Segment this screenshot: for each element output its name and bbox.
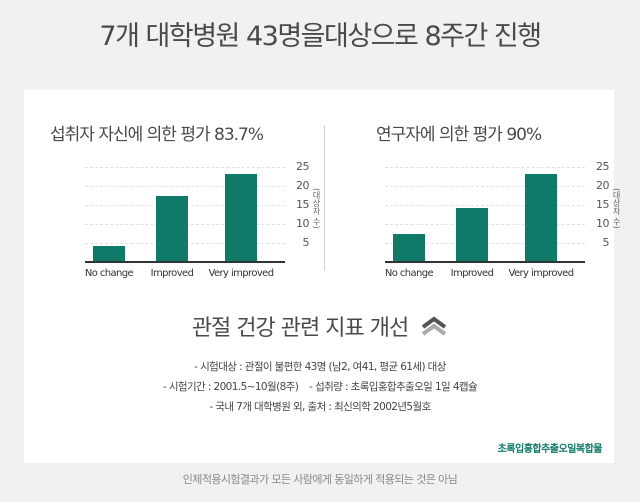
- x-axis-line: [385, 261, 585, 263]
- plot-area: [385, 160, 585, 263]
- double-chevron-up-icon: [420, 316, 448, 342]
- y-tick-label: 5: [602, 236, 610, 249]
- y-tick-label: 10: [296, 217, 310, 230]
- y-tick-label: 5: [302, 236, 310, 249]
- x-axis-line: [85, 261, 285, 263]
- bar-chart-self-assessment: 25 20 15 10 5 No change Improved Very improved (…: [85, 160, 325, 285]
- bar-very-improved: [225, 173, 257, 261]
- gridline: [85, 186, 285, 187]
- x-category-label: Improved: [150, 268, 194, 279]
- y-axis-label: (대상자 수): [612, 188, 621, 229]
- note-line: - 시험대상 : 관절이 불편한 43명 (남2, 여41, 평균 61세) 대…: [194, 361, 446, 373]
- x-category-label: Improved: [450, 268, 494, 279]
- y-tick-label: 15: [296, 198, 310, 211]
- note-line: - 시험기간 : 2001.5~10월(8주) - 섭취량 : 초록입홍합추출오…: [162, 381, 478, 393]
- chart-title-researcher-assessment: 연구자에 의한 평가 90%: [376, 125, 542, 145]
- gridline: [385, 186, 585, 187]
- summary-title: 관절 건강 관련 지표 개선: [191, 316, 409, 341]
- x-category-label: Very improved: [508, 268, 575, 279]
- study-notes: - 시험대상 : 관절이 불편한 43명 (남2, 여41, 평균 61세) 대…: [0, 357, 640, 417]
- x-category-label: No change: [384, 268, 434, 279]
- bar-chart-researcher-assessment: 25 20 15 10 5 No change Improved Very improved (…: [385, 160, 625, 285]
- summary-heading: 관절 건강 관련 지표 개선: [0, 310, 640, 342]
- disclaimer-text: 인체적용시험결과가 모든 사람에게 동일하게 적용되는 것은 아님: [182, 473, 458, 486]
- y-axis-label: (대상자 수): [312, 188, 321, 229]
- gridline: [385, 205, 585, 206]
- y-tick-label: 20: [596, 179, 610, 192]
- x-category-label: Very improved: [208, 268, 275, 279]
- product-label: 초록입홍합추출오일복합물: [497, 444, 603, 455]
- bar-improved: [156, 196, 188, 261]
- chart-divider: [324, 125, 325, 271]
- gridline: [385, 167, 585, 168]
- content-card: [24, 90, 614, 463]
- chart-title-self-assessment: 섭취자 자신에 의한 평가 83.7%: [50, 125, 264, 145]
- bar-improved: [456, 207, 488, 261]
- note-line: - 국내 7개 대학병원 외, 출처 : 최신의학 2002년5월호: [209, 401, 431, 413]
- y-tick-label: 25: [296, 160, 310, 173]
- y-tick-label: 25: [596, 160, 610, 173]
- bar-no-change: [393, 234, 425, 261]
- plot-area: [85, 160, 285, 263]
- y-tick-label: 10: [596, 217, 610, 230]
- x-category-label: No change: [84, 268, 134, 279]
- y-tick-label: 15: [596, 198, 610, 211]
- bar-no-change: [93, 245, 125, 261]
- gridline: [85, 167, 285, 168]
- page-title: 7개 대학병원 43명을대상으로 8주간 진행: [99, 21, 542, 52]
- y-tick-label: 20: [296, 179, 310, 192]
- bar-very-improved: [525, 173, 557, 261]
